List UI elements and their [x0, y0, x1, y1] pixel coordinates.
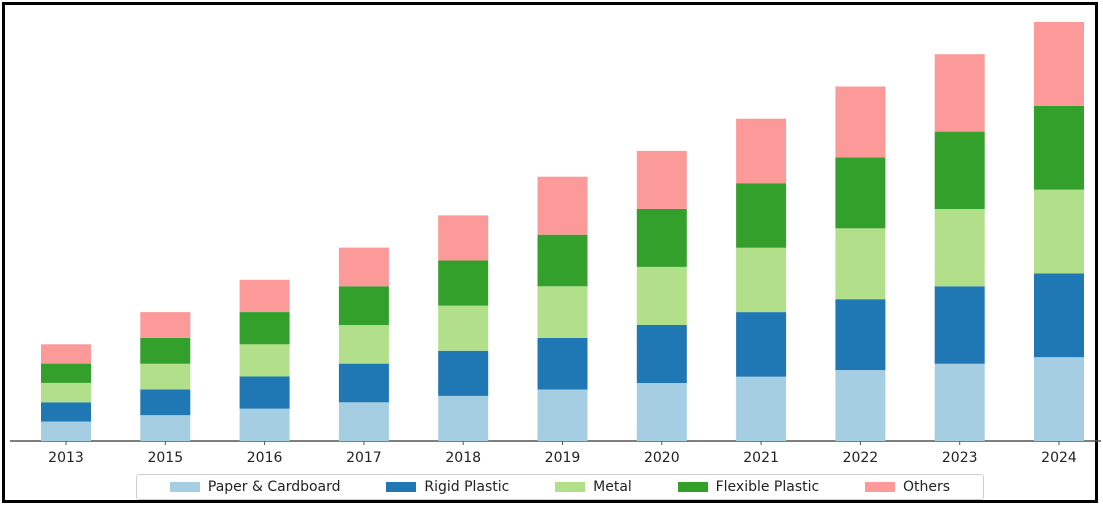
bar-2016-flexible-plastic: [239, 312, 290, 345]
x-tick-labels: 2013 2015 2016 2017 2018 2019 2020 2021 2022 2023…: [48, 441, 1077, 466]
bar-2019-metal: [537, 286, 588, 338]
bar-2019-paper-and-cardboard: [537, 389, 588, 441]
x-tick-label: 2023: [942, 450, 978, 466]
bar-2017-paper-and-cardboard: [338, 402, 389, 441]
bar-2021-others: [736, 118, 787, 184]
x-tick-label: 2013: [48, 450, 84, 466]
bar-2023-rigid-plastic: [934, 286, 985, 364]
bar-2023-others: [934, 54, 985, 132]
bar-2021-metal: [736, 247, 787, 313]
legend-label: Paper & Cardboard: [207, 479, 341, 495]
bar-2013-flexible-plastic: [41, 363, 91, 383]
x-tick-label: 2019: [545, 450, 581, 466]
bar-2019-flexible-plastic: [537, 234, 588, 287]
bar-2015-flexible-plastic: [140, 337, 191, 364]
bar-2024-rigid-plastic: [1034, 273, 1084, 358]
bars-layer: [41, 22, 1084, 441]
bar-2022-metal: [835, 228, 886, 300]
legend-swatch: [169, 482, 200, 492]
bar-2021-rigid-plastic: [736, 312, 787, 377]
bar-2020-rigid-plastic: [636, 325, 687, 383]
legend-swatch: [386, 482, 417, 492]
legend-swatch: [555, 482, 586, 492]
legend-label: Others: [903, 479, 951, 495]
bar-2020-others: [636, 150, 687, 209]
legend-swatch: [865, 482, 896, 492]
bar-2015-metal: [140, 363, 191, 390]
bar-2013-others: [41, 344, 91, 364]
bar-2021-paper-and-cardboard: [736, 376, 787, 441]
legend-item-rigid-plastic: Rigid Plastic: [386, 479, 509, 495]
bar-2020-paper-and-cardboard: [636, 383, 687, 441]
bar-2013-rigid-plastic: [41, 402, 91, 422]
chart-legend: Paper & Cardboard Rigid Plastic Metal Flexi…: [136, 474, 984, 500]
bar-2022-flexible-plastic: [835, 157, 886, 229]
x-tick-label: 2015: [147, 450, 183, 466]
bar-2016-rigid-plastic: [239, 376, 290, 409]
x-tick-label: 2017: [346, 450, 382, 466]
x-tick-label: 2024: [1041, 450, 1077, 466]
bar-2013-metal: [41, 383, 91, 403]
legend-label: Flexible Plastic: [715, 479, 820, 495]
legend-label: Metal: [593, 479, 632, 495]
bar-2018-rigid-plastic: [438, 350, 489, 396]
bar-2023-flexible-plastic: [934, 131, 985, 209]
bar-2018-metal: [438, 305, 489, 351]
x-tick-label: 2018: [445, 450, 481, 466]
bar-2018-flexible-plastic: [438, 260, 489, 306]
bar-2019-others: [537, 176, 588, 235]
bar-2017-others: [338, 247, 389, 287]
x-tick-label: 2016: [247, 450, 283, 466]
bar-2021-flexible-plastic: [736, 183, 787, 248]
bar-2022-rigid-plastic: [835, 299, 886, 371]
legend-swatch: [677, 482, 708, 492]
bar-2024-paper-and-cardboard: [1034, 357, 1084, 441]
bar-2024-metal: [1034, 189, 1084, 274]
bar-2022-others: [835, 86, 886, 158]
bar-2015-others: [140, 312, 191, 338]
bar-2018-paper-and-cardboard: [438, 395, 489, 441]
x-tick-label: 2021: [743, 450, 779, 466]
bar-2020-flexible-plastic: [636, 208, 687, 267]
bar-2022-paper-and-cardboard: [835, 370, 886, 441]
legend-item-paper-and-cardboard: Paper & Cardboard: [169, 479, 341, 495]
legend-label: Rigid Plastic: [424, 479, 510, 495]
x-tick-label: 2022: [843, 450, 879, 466]
bar-2017-rigid-plastic: [338, 363, 389, 403]
legend-item-flexible-plastic: Flexible Plastic: [677, 479, 820, 495]
bar-2015-rigid-plastic: [140, 389, 191, 416]
legend-item-others: Others: [865, 479, 950, 495]
bar-2013-paper-and-cardboard: [41, 421, 91, 441]
bar-2018-others: [438, 215, 489, 261]
x-tick-label: 2020: [644, 450, 680, 466]
bar-2016-metal: [239, 344, 290, 377]
bar-2024-flexible-plastic: [1034, 105, 1084, 190]
bar-2016-others: [239, 279, 290, 312]
bar-2024-others: [1034, 22, 1084, 106]
bar-2017-metal: [338, 325, 389, 364]
bar-2016-paper-and-cardboard: [239, 408, 290, 441]
bar-2023-metal: [934, 208, 985, 287]
bar-2015-paper-and-cardboard: [140, 415, 191, 441]
bar-2017-flexible-plastic: [338, 286, 389, 325]
bar-2020-metal: [636, 267, 687, 325]
bar-2019-rigid-plastic: [537, 337, 588, 390]
bar-2023-paper-and-cardboard: [934, 363, 985, 441]
legend-item-metal: Metal: [555, 479, 632, 495]
